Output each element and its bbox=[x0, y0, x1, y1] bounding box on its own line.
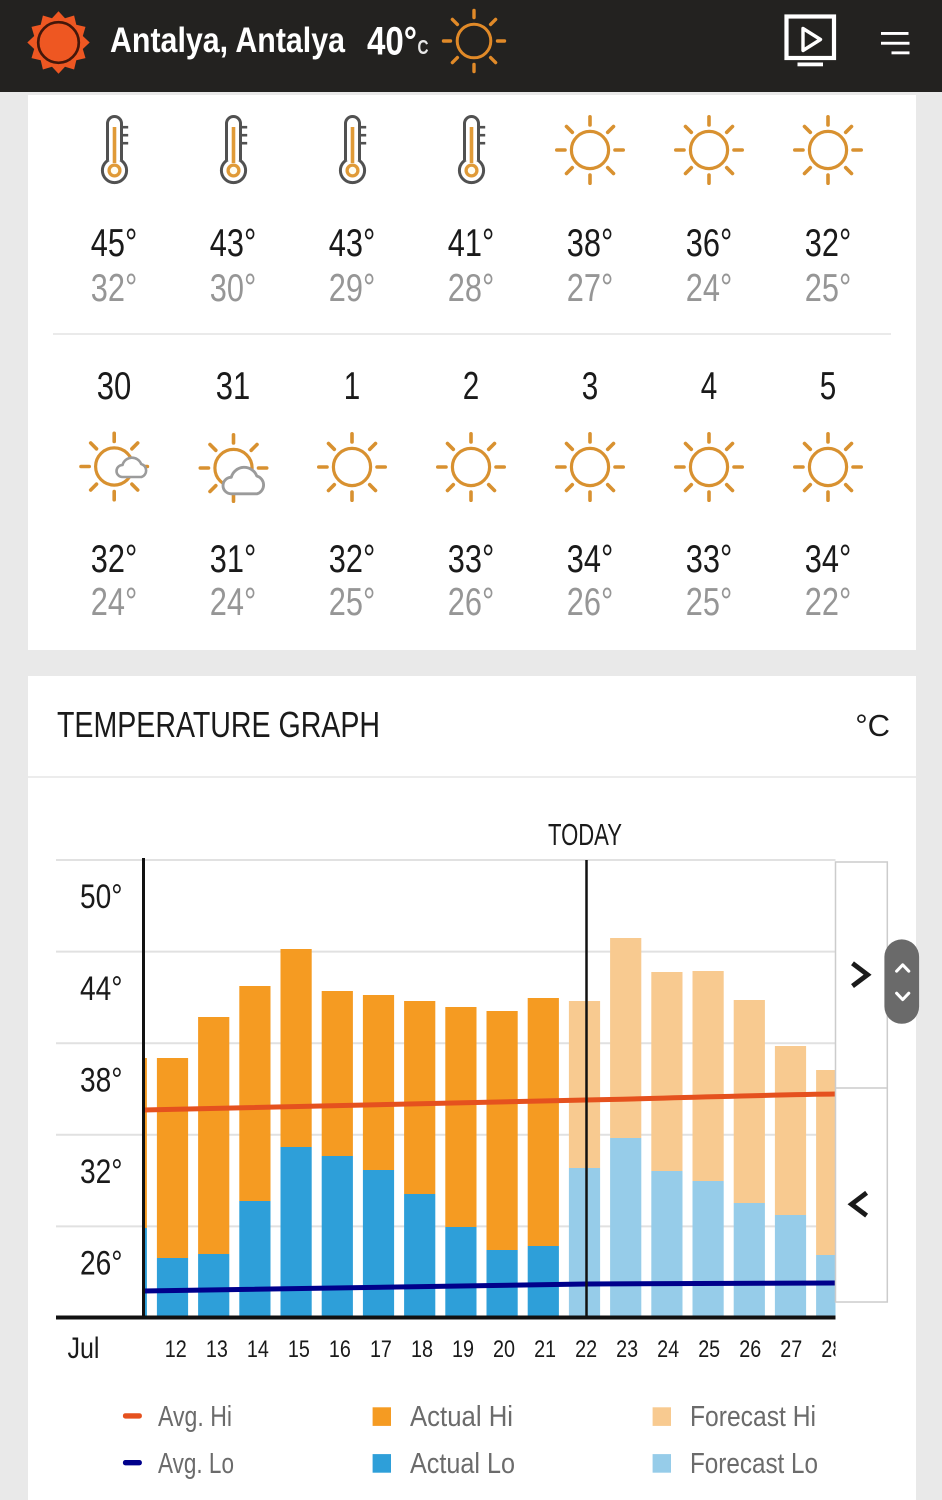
svg-text:32°: 32° bbox=[80, 1153, 123, 1191]
svg-text:33°: 33° bbox=[686, 538, 733, 581]
svg-text:25: 25 bbox=[698, 1336, 720, 1363]
svg-text:23: 23 bbox=[616, 1336, 638, 1363]
svg-text:34°: 34° bbox=[805, 538, 852, 581]
svg-text:44°: 44° bbox=[80, 970, 123, 1008]
svg-text:C: C bbox=[418, 37, 429, 59]
svg-text:43°: 43° bbox=[329, 222, 376, 265]
svg-text:38°: 38° bbox=[80, 1061, 123, 1099]
svg-text:27°: 27° bbox=[567, 267, 614, 310]
svg-text:34°: 34° bbox=[567, 538, 614, 581]
svg-text:21: 21 bbox=[534, 1336, 556, 1363]
svg-text:31: 31 bbox=[216, 365, 251, 408]
svg-text:16: 16 bbox=[329, 1336, 351, 1363]
svg-text:Jul: Jul bbox=[68, 1332, 100, 1365]
svg-text:32°: 32° bbox=[91, 267, 138, 310]
svg-text:33°: 33° bbox=[448, 538, 495, 581]
svg-text:50°: 50° bbox=[80, 878, 123, 916]
svg-text:25°: 25° bbox=[805, 267, 852, 310]
svg-text:31°: 31° bbox=[210, 538, 257, 581]
svg-text:Avg. Hi: Avg. Hi bbox=[158, 1401, 232, 1433]
svg-text:14: 14 bbox=[247, 1336, 269, 1363]
svg-text:TODAY: TODAY bbox=[548, 818, 622, 852]
svg-text:17: 17 bbox=[370, 1336, 392, 1363]
svg-text:Actual Hi: Actual Hi bbox=[410, 1401, 513, 1433]
svg-text:41°: 41° bbox=[448, 222, 495, 265]
svg-text:25°: 25° bbox=[686, 581, 733, 624]
svg-text:19: 19 bbox=[452, 1336, 474, 1363]
svg-text:27: 27 bbox=[780, 1336, 802, 1363]
svg-text:1: 1 bbox=[344, 365, 361, 408]
svg-text:28: 28 bbox=[821, 1336, 843, 1363]
svg-text:3: 3 bbox=[582, 365, 599, 408]
svg-text:°C: °C bbox=[855, 708, 890, 743]
svg-text:5: 5 bbox=[820, 365, 837, 408]
svg-text:40°: 40° bbox=[367, 20, 417, 64]
svg-text:TEMPERATURE GRAPH: TEMPERATURE GRAPH bbox=[57, 704, 380, 745]
svg-text:24: 24 bbox=[657, 1336, 679, 1363]
svg-text:Actual Lo: Actual Lo bbox=[410, 1448, 515, 1480]
svg-text:38°: 38° bbox=[567, 222, 614, 265]
svg-text:30: 30 bbox=[97, 365, 132, 408]
svg-text:25°: 25° bbox=[329, 581, 376, 624]
svg-text:20: 20 bbox=[493, 1336, 515, 1363]
svg-text:43°: 43° bbox=[210, 222, 257, 265]
svg-text:30°: 30° bbox=[210, 267, 257, 310]
svg-text:2: 2 bbox=[463, 365, 480, 408]
svg-text:22: 22 bbox=[575, 1336, 597, 1363]
svg-text:24°: 24° bbox=[686, 267, 733, 310]
svg-text:4: 4 bbox=[701, 365, 718, 408]
svg-text:Antalya, Antalya: Antalya, Antalya bbox=[110, 20, 345, 60]
svg-text:Avg. Lo: Avg. Lo bbox=[158, 1448, 234, 1480]
svg-text:36°: 36° bbox=[686, 222, 733, 265]
svg-text:26°: 26° bbox=[448, 581, 495, 624]
svg-text:Forecast Lo: Forecast Lo bbox=[690, 1448, 818, 1480]
svg-text:29°: 29° bbox=[329, 267, 376, 310]
svg-text:26: 26 bbox=[739, 1336, 761, 1363]
svg-text:22°: 22° bbox=[805, 581, 852, 624]
svg-text:45°: 45° bbox=[91, 222, 138, 265]
svg-text:15: 15 bbox=[288, 1336, 310, 1363]
svg-text:28°: 28° bbox=[448, 267, 495, 310]
svg-text:26°: 26° bbox=[567, 581, 614, 624]
svg-text:13: 13 bbox=[206, 1336, 228, 1363]
svg-text:32°: 32° bbox=[91, 538, 138, 581]
svg-text:32°: 32° bbox=[805, 222, 852, 265]
svg-text:26°: 26° bbox=[80, 1245, 123, 1283]
svg-text:32°: 32° bbox=[329, 538, 376, 581]
svg-text:12: 12 bbox=[165, 1336, 187, 1363]
svg-text:24°: 24° bbox=[91, 581, 138, 624]
svg-text:18: 18 bbox=[411, 1336, 433, 1363]
svg-text:Forecast Hi: Forecast Hi bbox=[690, 1401, 816, 1433]
svg-text:24°: 24° bbox=[210, 581, 257, 624]
